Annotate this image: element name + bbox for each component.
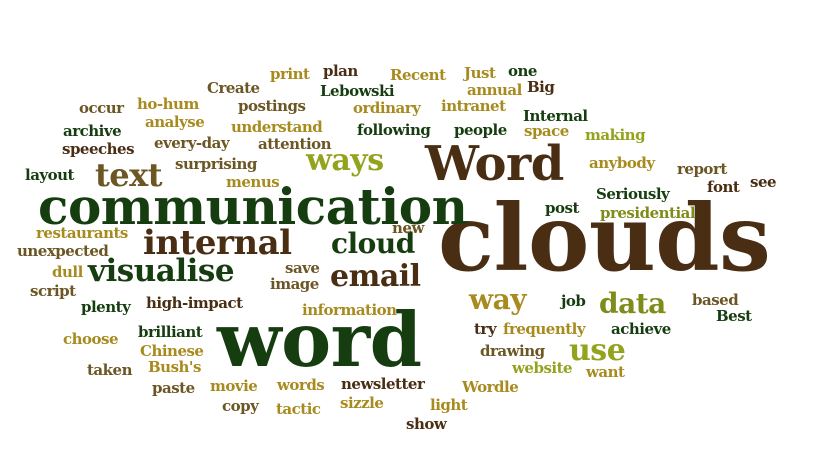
word-following: following: [357, 121, 431, 139]
word-light: light: [430, 396, 468, 414]
word-Big: Big: [527, 78, 555, 96]
word-based: based: [692, 291, 739, 309]
word-Wordle: Wordle: [462, 378, 519, 396]
word-Lebowski: Lebowski: [320, 82, 395, 100]
word-cloud: cloud: [331, 227, 415, 260]
word-words: words: [277, 376, 325, 394]
word-data: data: [599, 287, 666, 320]
word-try: try: [474, 320, 497, 338]
word-movie: movie: [210, 377, 258, 395]
word-use: use: [569, 333, 626, 368]
word-postings: postings: [238, 97, 306, 115]
word-space: space: [524, 122, 569, 140]
word-text: text: [95, 156, 163, 194]
word-presidential: presidential: [600, 204, 696, 222]
word-dull: dull: [52, 263, 83, 281]
word-frequently: frequently: [503, 320, 586, 338]
word-website: website: [512, 359, 573, 377]
word-visualise: visualise: [88, 253, 235, 289]
word-anybody: anybody: [589, 154, 655, 172]
word-want: want: [586, 363, 625, 381]
word-high-impact: high-impact: [146, 294, 243, 312]
word-print: print: [270, 65, 310, 83]
word-layout: layout: [25, 166, 74, 184]
word-making: making: [585, 126, 646, 144]
word-analyse: analyse: [145, 113, 205, 131]
word-show: show: [406, 415, 447, 433]
word-newsletter: newsletter: [341, 375, 425, 393]
word-ways: ways: [306, 143, 384, 178]
word-Bush's: Bush's: [148, 358, 201, 376]
word-unexpected: unexpected: [17, 242, 109, 260]
word-one: one: [508, 62, 537, 80]
word-paste: paste: [152, 379, 195, 397]
word-annual: annual: [467, 81, 522, 99]
word-Word: Word: [425, 136, 564, 192]
word-see: see: [750, 173, 777, 191]
word-choose: choose: [63, 330, 119, 348]
word-way: way: [469, 283, 527, 316]
word-communication: communication: [38, 177, 468, 236]
word-plenty: plenty: [81, 298, 131, 316]
word-every-day: every-day: [154, 134, 230, 152]
word-Best: Best: [716, 307, 752, 325]
word-restaurants: restaurants: [36, 224, 128, 242]
word-intranet: intranet: [441, 97, 506, 115]
word-brilliant: brilliant: [138, 323, 203, 341]
word-archive: archive: [63, 122, 122, 140]
word-internal: internal: [143, 223, 292, 263]
word-achieve: achieve: [611, 320, 671, 338]
word-clouds: clouds: [438, 184, 771, 292]
word-sizzle: sizzle: [340, 394, 384, 412]
word-job: job: [561, 292, 586, 310]
word-occur: occur: [79, 99, 124, 117]
word-script: script: [30, 282, 76, 300]
word-Create: Create: [207, 79, 260, 97]
word-ho-hum: ho-hum: [137, 95, 199, 113]
word-image: image: [270, 275, 319, 293]
word-post: post: [545, 199, 579, 217]
word-Just: Just: [464, 64, 496, 82]
word-speeches: speeches: [62, 140, 135, 158]
word-word: word: [217, 296, 422, 384]
word-plan: plan: [323, 62, 358, 80]
word-font: font: [707, 178, 740, 196]
word-new: new: [392, 219, 424, 237]
word-report: report: [677, 160, 727, 178]
word-Chinese: Chinese: [140, 342, 204, 360]
word-tactic: tactic: [276, 400, 321, 418]
word-save: save: [285, 259, 320, 277]
word-people: people: [454, 121, 507, 139]
word-ordinary: ordinary: [353, 99, 421, 117]
word-Internal: Internal: [523, 107, 588, 125]
word-copy: copy: [222, 397, 259, 415]
word-information: information: [302, 301, 397, 319]
word-Seriously: Seriously: [596, 185, 670, 203]
word-email: email: [330, 259, 421, 294]
word-drawing: drawing: [480, 342, 545, 360]
word-taken: taken: [87, 361, 133, 379]
word-attention: attention: [258, 135, 332, 153]
word-Recent: Recent: [390, 66, 446, 84]
word-surprising: surprising: [175, 155, 257, 173]
word-menus: menus: [226, 173, 280, 191]
word-understand: understand: [231, 118, 323, 136]
